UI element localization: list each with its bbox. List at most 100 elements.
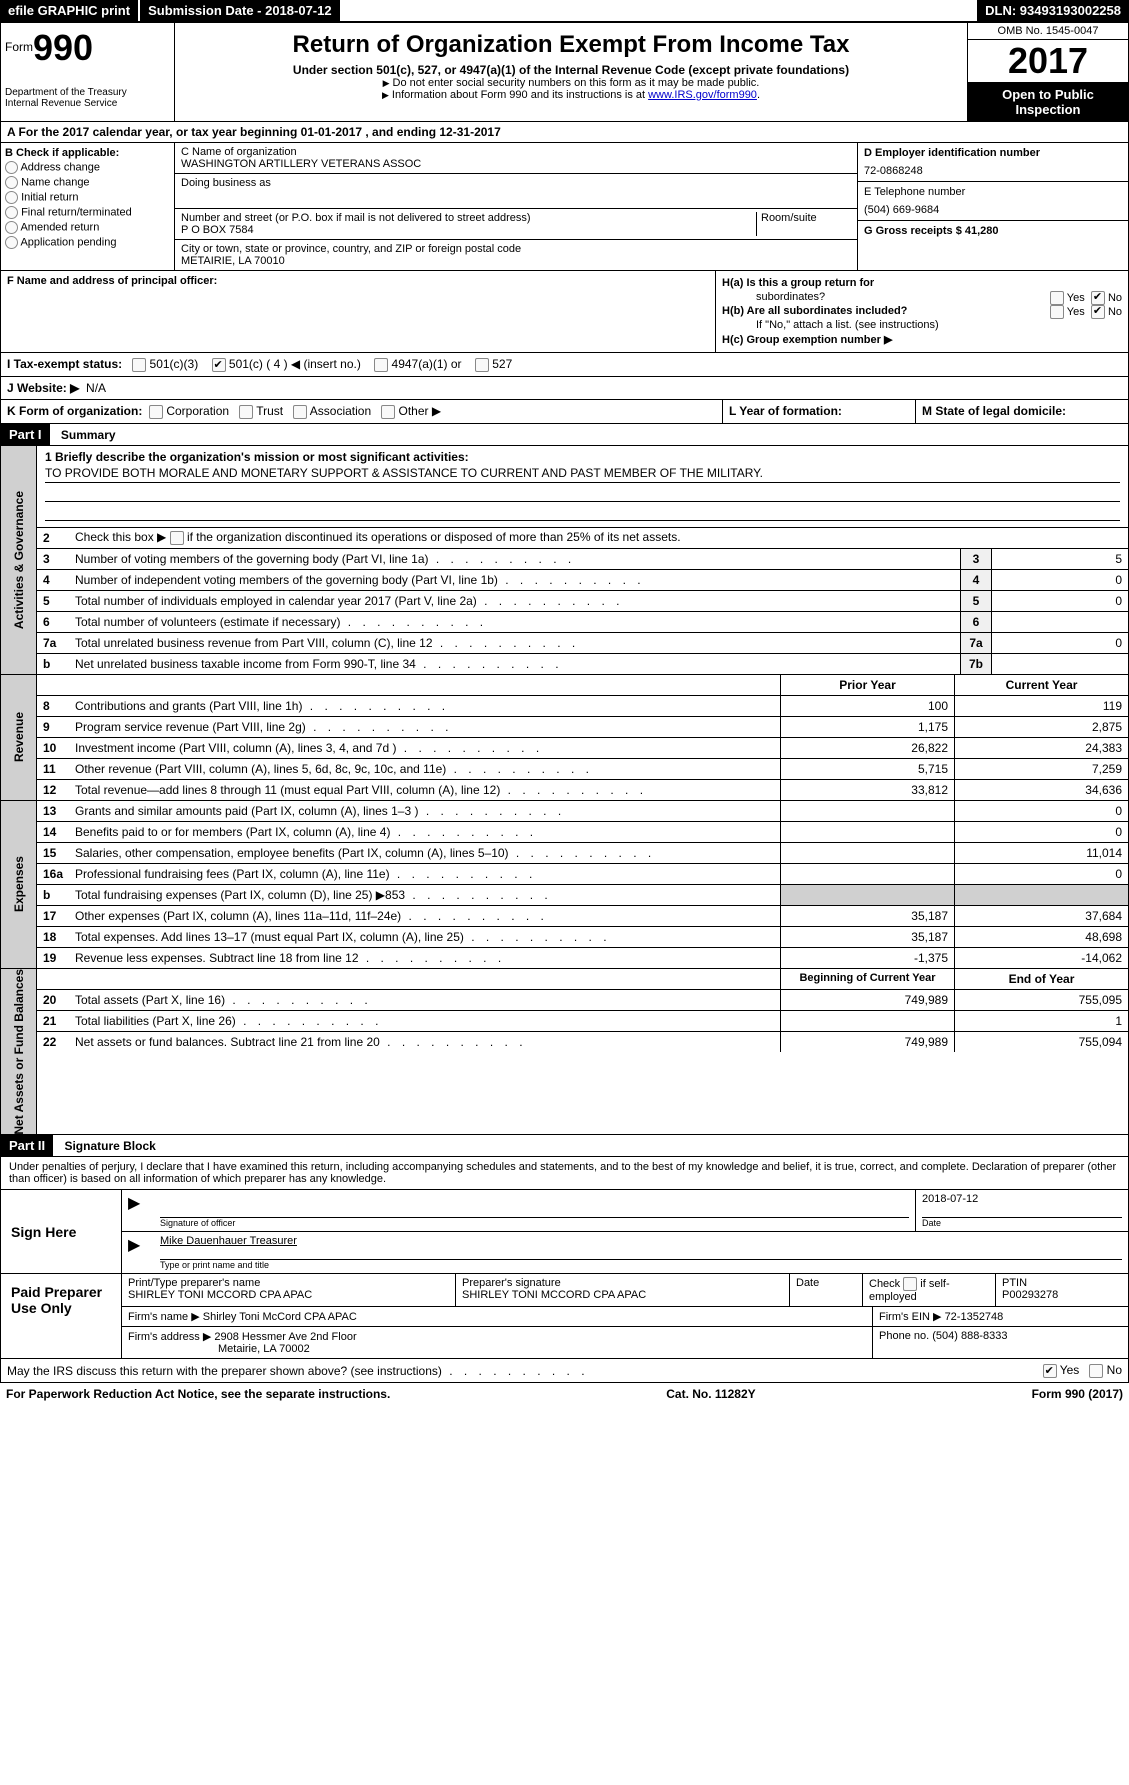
col-prior-year: Prior Year: [780, 675, 954, 695]
mission-blank1: [45, 485, 1120, 502]
line1-label: 1 Briefly describe the organization's mi…: [45, 450, 469, 464]
firm-ein-value: 72-1352748: [945, 1311, 1004, 1323]
col-end: End of Year: [954, 969, 1128, 989]
k-assoc-check[interactable]: [293, 405, 307, 419]
discuss-text: May the IRS discuss this return with the…: [7, 1364, 589, 1378]
officer-name-value: Mike Dauenhauer Treasurer: [160, 1235, 1122, 1247]
discuss-yes-check[interactable]: [1043, 1364, 1057, 1378]
firm-addr1: 2908 Hessmer Ave 2nd Floor: [214, 1331, 356, 1343]
line-8: 8Contributions and grants (Part VIII, li…: [37, 696, 1128, 717]
form-info-link[interactable]: www.IRS.gov/form990: [648, 89, 757, 101]
line-15: 15Salaries, other compensation, employee…: [37, 843, 1128, 864]
header-center: Return of Organization Exempt From Incom…: [175, 23, 968, 121]
room-label: Room/suite: [757, 212, 851, 236]
revenue-block: Revenue Prior Year Current Year 8Contrib…: [0, 675, 1129, 801]
officer-sig-label: Signature of officer: [160, 1217, 909, 1228]
form-subtitle: Under section 501(c), 527, or 4947(a)(1)…: [179, 63, 963, 77]
hb-note: If "No," attach a list. (see instruction…: [722, 319, 1122, 331]
expenses-tab: Expenses: [1, 801, 37, 968]
i-501c3-check[interactable]: [132, 358, 146, 372]
hb-no-check[interactable]: [1091, 305, 1105, 319]
ha-label: H(a) Is this a group return for: [722, 277, 874, 289]
section-a: A For the 2017 calendar year, or tax yea…: [0, 122, 1129, 143]
revenue-col-header: Prior Year Current Year: [37, 675, 1128, 696]
line-13: 13Grants and similar amounts paid (Part …: [37, 801, 1128, 822]
netassets-col-header: Beginning of Current Year End of Year: [37, 969, 1128, 990]
i-527-check[interactable]: [475, 358, 489, 372]
k-other-check[interactable]: [381, 405, 395, 419]
k-corp-check[interactable]: [149, 405, 163, 419]
part2-title: Signature Block: [56, 1136, 163, 1156]
netassets-tab: Net Assets or Fund Balances: [1, 969, 37, 1135]
prep-name-value: SHIRLEY TONI MCCORD CPA APAC: [128, 1289, 449, 1301]
efile-button[interactable]: efile GRAPHIC print: [0, 0, 138, 21]
firm-addr-label: Firm's address ▶: [128, 1331, 211, 1343]
discuss-row: May the IRS discuss this return with the…: [0, 1359, 1129, 1383]
header-right: OMB No. 1545-0047 2017 Open to Public In…: [968, 23, 1128, 121]
mission-blank2: [45, 504, 1120, 521]
check-name-change[interactable]: [5, 176, 18, 189]
prep-name-label: Print/Type preparer's name: [128, 1277, 449, 1289]
col-current-year: Current Year: [954, 675, 1128, 695]
discuss-no-check[interactable]: [1089, 1364, 1103, 1378]
hb-label: H(b) Are all subordinates included?: [722, 305, 907, 317]
check-initial-return[interactable]: [5, 191, 18, 204]
top-bar: efile GRAPHIC print Submission Date - 20…: [0, 0, 1129, 22]
line-19: 19Revenue less expenses. Subtract line 1…: [37, 948, 1128, 968]
firm-addr2: Metairie, LA 70002: [128, 1343, 866, 1355]
mission-block: 1 Briefly describe the organization's mi…: [37, 446, 1128, 527]
i-501c-check[interactable]: [212, 358, 226, 372]
m-label: M State of legal domicile:: [922, 404, 1066, 418]
dba-label: Doing business as: [181, 177, 851, 189]
street-value: P O BOX 7584: [181, 224, 752, 236]
gross-receipts: G Gross receipts $ 41,280: [864, 225, 1122, 237]
check-amended[interactable]: [5, 221, 18, 234]
line-12: 12Total revenue—add lines 8 through 11 (…: [37, 780, 1128, 800]
gov-line-4: 4Number of independent voting members of…: [37, 570, 1128, 591]
part1-title: Summary: [53, 425, 124, 445]
gov-line-b: bNet unrelated business taxable income f…: [37, 654, 1128, 674]
phone-label: E Telephone number: [864, 186, 1122, 198]
line-18: 18Total expenses. Add lines 13–17 (must …: [37, 927, 1128, 948]
dln-label: DLN: 93493193002258: [977, 0, 1129, 21]
check-pending[interactable]: [5, 236, 18, 249]
form-title: Return of Organization Exempt From Incom…: [179, 31, 963, 59]
line-b: bTotal fundraising expenses (Part IX, co…: [37, 885, 1128, 906]
ein-label: D Employer identification number: [864, 147, 1122, 159]
paperwork-notice: For Paperwork Reduction Act Notice, see …: [6, 1387, 390, 1401]
firm-phone-label: Phone no.: [879, 1330, 929, 1342]
check-final-return[interactable]: [5, 206, 18, 219]
phone-value: (504) 669-9684: [864, 204, 1122, 216]
line-16a: 16aProfessional fundraising fees (Part I…: [37, 864, 1128, 885]
org-name-label: C Name of organization: [181, 146, 851, 158]
i-4947-check[interactable]: [374, 358, 388, 372]
submission-date: Submission Date - 2018-07-12: [140, 0, 340, 21]
governance-block: Activities & Governance 1 Briefly descri…: [0, 446, 1129, 675]
part2-header-row: Part II Signature Block: [0, 1135, 1129, 1157]
gov-line-3: 3Number of voting members of the governi…: [37, 549, 1128, 570]
check-address-change[interactable]: [5, 161, 18, 174]
firm-ein-label: Firm's EIN ▶: [879, 1311, 942, 1323]
paid-preparer-label: Paid Preparer Use Only: [1, 1274, 122, 1358]
section-fh: F Name and address of principal officer:…: [0, 271, 1129, 353]
tax-year: 2017: [968, 40, 1128, 83]
line2-check[interactable]: [170, 531, 184, 545]
ha-yes-check[interactable]: [1050, 291, 1064, 305]
street-label: Number and street (or P.O. box if mail i…: [181, 212, 752, 224]
inspection-line1: Open to Public: [972, 87, 1124, 102]
cat-number: Cat. No. 11282Y: [666, 1387, 755, 1401]
line-21: 21Total liabilities (Part X, line 26)1: [37, 1011, 1128, 1032]
col-c: C Name of organization WASHINGTON ARTILL…: [175, 143, 858, 270]
governance-tab: Activities & Governance: [1, 446, 37, 674]
col-beginning: Beginning of Current Year: [780, 969, 954, 989]
self-employed-check[interactable]: [903, 1277, 917, 1291]
bottom-row: For Paperwork Reduction Act Notice, see …: [0, 1383, 1129, 1405]
ptin-label: PTIN: [1002, 1277, 1122, 1289]
prep-date-label: Date: [796, 1277, 856, 1289]
section-klm: K Form of organization: Corporation Trus…: [0, 400, 1129, 424]
ha-no-check[interactable]: [1091, 291, 1105, 305]
f-label: F Name and address of principal officer:: [7, 275, 217, 287]
line-20: 20Total assets (Part X, line 16)749,9897…: [37, 990, 1128, 1011]
hb-yes-check[interactable]: [1050, 305, 1064, 319]
k-trust-check[interactable]: [239, 405, 253, 419]
